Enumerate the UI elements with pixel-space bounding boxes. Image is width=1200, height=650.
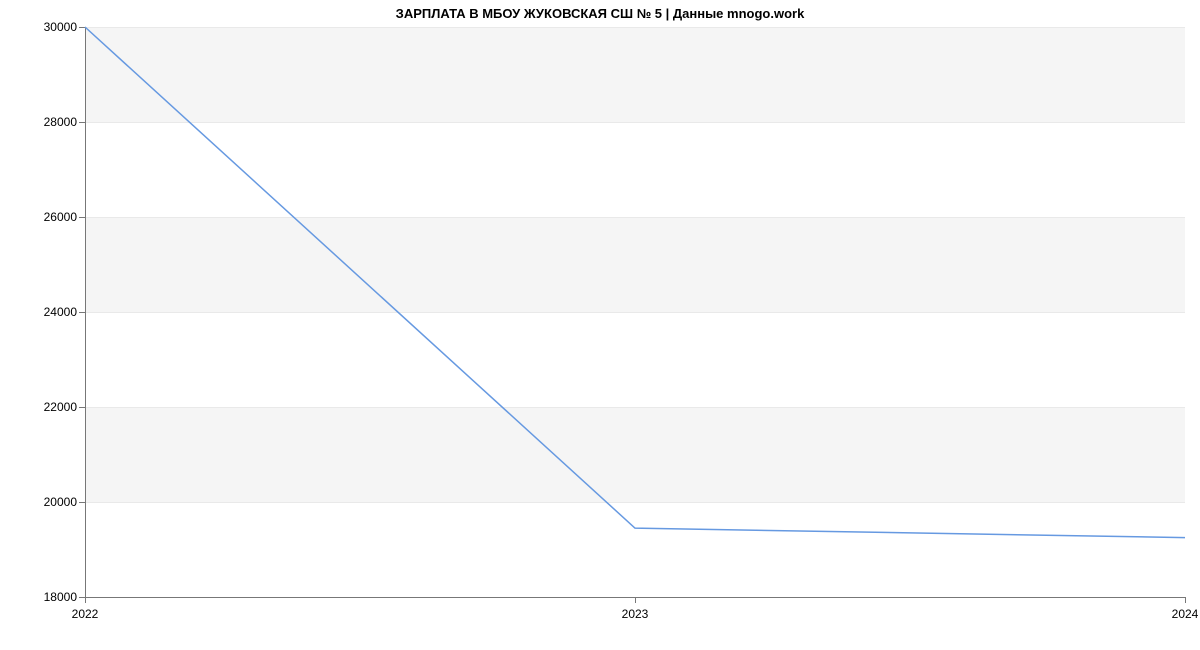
y-axis-label: 20000	[35, 495, 77, 509]
plot-area: 1800020000220002400026000280003000020222…	[85, 27, 1185, 597]
chart-title: ЗАРПЛАТА В МБОУ ЖУКОВСКАЯ СШ № 5 | Данны…	[0, 6, 1200, 21]
x-axis-label: 2024	[1172, 607, 1199, 621]
y-axis-label: 22000	[35, 400, 77, 414]
x-axis-label: 2023	[622, 607, 649, 621]
y-axis-label: 24000	[35, 305, 77, 319]
y-axis-label: 28000	[35, 115, 77, 129]
x-tick	[1185, 597, 1186, 603]
y-axis-label: 26000	[35, 210, 77, 224]
salary-chart: ЗАРПЛАТА В МБОУ ЖУКОВСКАЯ СШ № 5 | Данны…	[0, 0, 1200, 650]
series-line-salary	[85, 27, 1185, 538]
y-axis-label: 30000	[35, 20, 77, 34]
y-axis-label: 18000	[35, 590, 77, 604]
line-layer	[85, 27, 1185, 597]
x-axis-line	[85, 597, 1185, 598]
x-axis-label: 2022	[72, 607, 99, 621]
